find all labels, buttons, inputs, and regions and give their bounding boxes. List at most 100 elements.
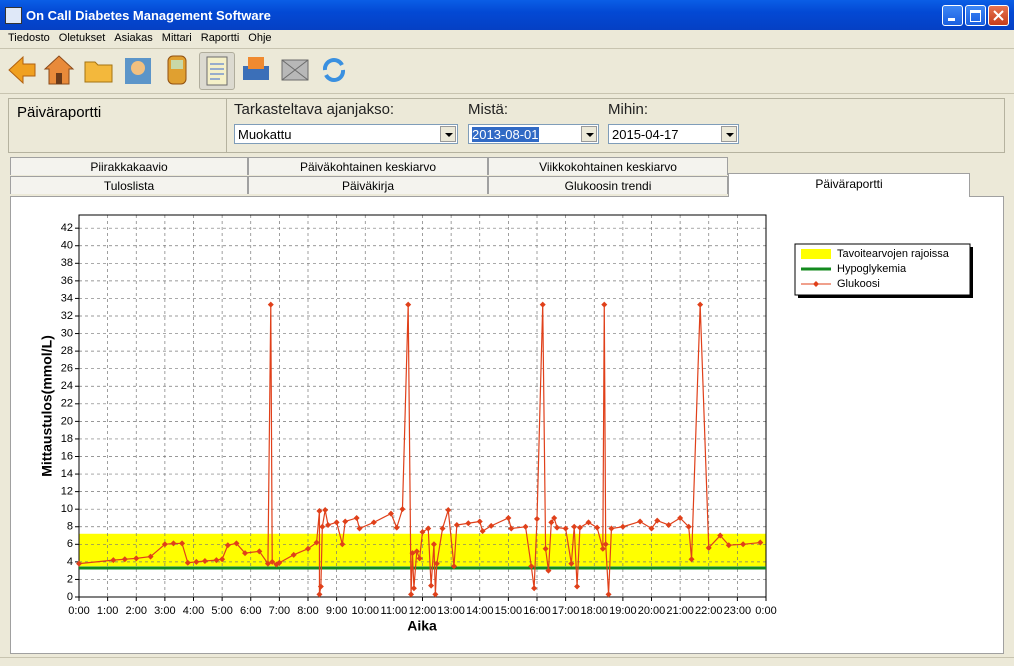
status-bar [0,657,1014,666]
print-button[interactable] [239,52,273,88]
glucose-point [450,563,457,570]
app-icon [5,7,22,24]
to-date[interactable]: 2015-04-17 [608,124,739,144]
x-tick-label: 1:00 [97,605,118,617]
glucose-point [356,525,363,532]
glucose-point [393,524,400,531]
menu-item[interactable]: Oletukset [58,32,106,44]
email-button[interactable] [278,52,312,88]
glucose-point [433,560,440,567]
x-tick-label: 16:00 [523,605,551,617]
x-tick-label: 4:00 [183,605,204,617]
glucose-point [399,506,406,513]
tab[interactable]: Päiväkirja [248,176,488,194]
glucose-point [554,524,561,531]
menu-item[interactable]: Asiakas [114,32,153,44]
x-tick-label: 13:00 [437,605,465,617]
menu-item[interactable]: Raportti [200,32,240,44]
glucose-point [408,591,415,598]
x-tick-label: 18:00 [580,605,608,617]
y-tick-label: 24 [61,380,73,392]
y-tick-label: 12 [61,486,73,498]
y-tick-label: 14 [61,468,73,480]
x-tick-label: 23:00 [724,605,752,617]
glucose-point [339,541,346,548]
y-tick-label: 16 [61,450,73,462]
target-band [79,533,766,567]
period-value: Muokattu [238,127,292,142]
glucose-point [110,557,117,564]
y-tick-label: 36 [61,275,73,287]
patient-button[interactable] [121,52,155,88]
tab[interactable]: Tuloslista [10,176,248,194]
glucose-point [534,515,540,522]
glucose-point [428,582,435,589]
x-tick-label: 8:00 [297,605,318,617]
tab[interactable]: Viikkokohtainen keskiarvo [488,157,728,175]
menu-item[interactable]: Mittari [161,32,192,44]
glucose-point [425,525,432,532]
tab[interactable]: Piirakkakaavio [10,157,248,175]
glucose-point [685,523,692,530]
glucose-point [445,507,452,514]
x-tick-label: 21:00 [666,605,694,617]
glucose-point [219,556,226,563]
report-button[interactable] [199,52,235,90]
glucose-point [370,519,377,526]
maximize-button[interactable] [965,5,986,26]
x-tick-label: 0:00 [68,605,89,617]
y-tick-label: 20 [61,415,73,427]
home-button[interactable] [42,52,76,88]
open-button[interactable] [82,52,116,88]
x-tick-label: 20:00 [638,605,666,617]
tab[interactable]: Päiväkohtainen keskiarvo [248,157,488,175]
x-tick-label: 0:00 [755,605,776,617]
glucose-point [677,514,684,521]
y-tick-label: 28 [61,345,73,357]
period-label: Tarkasteltava ajanjakso: [234,101,395,118]
filter-panel [8,98,1005,153]
close-button[interactable] [988,5,1009,26]
glucose-point [179,540,186,547]
meter-button[interactable] [160,52,194,88]
glucose-point [648,525,655,532]
glucose-point [740,541,747,548]
period-dropdown[interactable]: Muokattu [234,124,458,144]
glucose-point [161,541,168,548]
glucose-point [725,542,732,549]
to-label: Mihin: [608,101,649,118]
x-tick-label: 3:00 [154,605,175,617]
minimize-button[interactable] [942,5,963,26]
tab[interactable]: Glukoosin trendi [488,176,728,194]
glucose-point [594,524,601,531]
glucose-point [269,558,276,565]
glucose-point [488,522,495,529]
tab-selected[interactable]: Päiväraportti [728,173,970,197]
glucose-point [416,555,423,562]
menu-item[interactable]: Ohje [248,32,272,44]
x-tick-label: 10:00 [351,605,379,617]
glucose-point [305,545,311,552]
y-tick-label: 38 [61,257,73,269]
glucose-point [705,544,712,551]
glucose-point [599,545,606,552]
sync-button[interactable] [317,52,351,88]
glucose-line [78,304,761,595]
glucose-point [290,551,297,558]
glucose-point [264,560,271,567]
back-button[interactable] [5,52,39,88]
x-tick-label: 2:00 [126,605,147,617]
glucose-point [201,557,208,564]
x-axis-label: Aika [407,618,437,634]
glucose-point [325,521,332,528]
y-tick-label: 42 [61,222,73,234]
menu-item[interactable]: Tiedosto [8,32,50,44]
glucose-point [413,548,420,555]
x-tick-label: 6:00 [240,605,261,617]
from-date[interactable]: 2013-08-01 [468,124,599,144]
legend-swatch [801,249,831,259]
glucose-point [439,525,446,532]
title-bar: On Call Diabetes Management Software [0,0,1014,30]
glucose-point [562,525,569,532]
glucose-point [405,301,412,308]
